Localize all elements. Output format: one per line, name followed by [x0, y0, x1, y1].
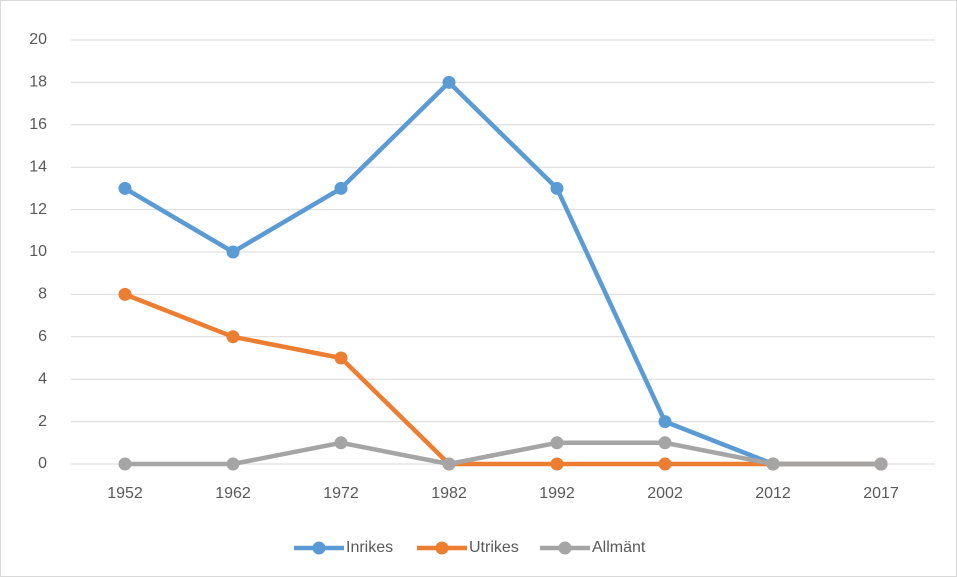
legend-marker	[312, 541, 326, 555]
y-tick-label: 8	[38, 286, 47, 303]
y-tick-label: 10	[29, 243, 47, 260]
legend-label: Inrikes	[346, 539, 393, 556]
series-line	[124, 292, 881, 467]
y-tick-label: 20	[29, 31, 47, 48]
data-point	[658, 457, 672, 471]
y-tick-label: 6	[38, 328, 47, 345]
data-point	[550, 436, 564, 450]
data-point	[442, 457, 456, 471]
data-point	[118, 457, 132, 471]
x-tick-label: 1982	[431, 485, 467, 502]
legend-marker	[558, 541, 572, 555]
y-tick-label: 12	[29, 201, 47, 218]
y-tick-label: 4	[38, 370, 47, 387]
y-tick-label: 18	[29, 74, 47, 91]
data-point	[226, 330, 240, 344]
x-tick-label: 1952	[107, 485, 143, 502]
y-tick-label: 0	[38, 455, 47, 472]
legend-marker	[435, 541, 449, 555]
series-line	[125, 440, 881, 467]
data-point	[334, 436, 348, 450]
series-line	[123, 80, 881, 467]
data-point	[550, 457, 564, 471]
data-point	[226, 245, 240, 259]
x-tick-label: 2002	[647, 485, 683, 502]
data-point	[118, 181, 132, 195]
y-tick-label: 16	[29, 116, 47, 133]
data-point	[658, 415, 672, 429]
x-tick-label: 1992	[539, 485, 575, 502]
x-tick-label: 1972	[323, 485, 359, 502]
data-point	[334, 351, 348, 365]
data-point	[874, 457, 888, 471]
data-point	[550, 181, 564, 195]
legend-label: Utrikes	[469, 539, 519, 556]
x-tick-label: 2017	[863, 485, 899, 502]
data-point	[334, 181, 348, 195]
data-point	[226, 457, 240, 471]
y-tick-label: 14	[29, 158, 47, 175]
x-tick-label: 1962	[215, 485, 251, 502]
x-tick-label: 2012	[755, 485, 791, 502]
legend-label: Allmänt	[592, 539, 646, 556]
data-point	[442, 75, 456, 89]
data-point	[658, 436, 672, 450]
data-point	[118, 287, 132, 301]
y-tick-label: 2	[38, 413, 47, 430]
data-point	[766, 457, 780, 471]
